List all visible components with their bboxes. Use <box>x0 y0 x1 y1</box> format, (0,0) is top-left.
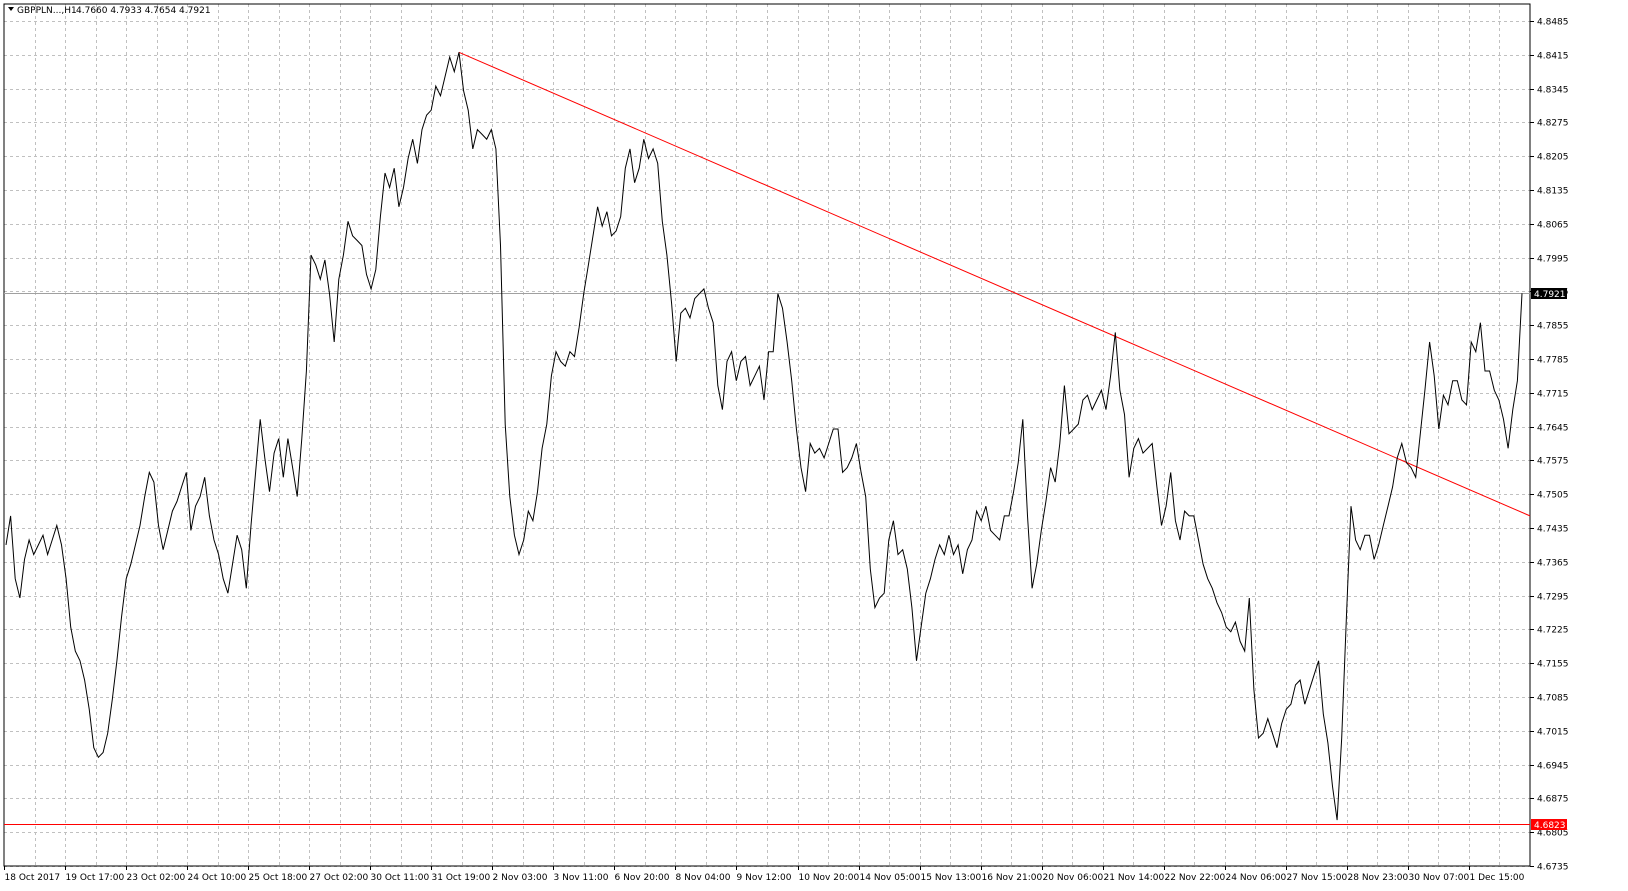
y-tick-label: 4.8345 <box>1537 86 1569 96</box>
current-price-value: 4.7921 <box>1534 290 1566 300</box>
y-tick-label: 4.8415 <box>1537 52 1569 62</box>
x-tick-label: 10 Nov 20:00 <box>799 873 860 883</box>
x-tick-label: 14 Nov 05:00 <box>860 873 921 883</box>
y-tick-label: 4.6945 <box>1537 762 1569 772</box>
x-tick-label: 19 Oct 17:00 <box>66 873 125 883</box>
y-tick-label: 4.6805 <box>1537 829 1569 839</box>
x-tick-label: 27 Nov 15:00 <box>1287 873 1348 883</box>
x-tick-label: 18 Oct 2017 <box>5 873 61 883</box>
y-tick-label: 4.7785 <box>1537 356 1569 366</box>
x-tick-label: 3 Nov 11:00 <box>554 873 609 883</box>
y-tick-label: 4.7225 <box>1537 626 1569 636</box>
y-tick-label: 4.7155 <box>1537 660 1569 670</box>
x-tick-label: 20 Nov 06:00 <box>1043 873 1104 883</box>
support-price-value: 4.6823 <box>1534 821 1566 831</box>
x-tick-label: 24 Nov 06:00 <box>1226 873 1287 883</box>
support-price-label: 4.6823 <box>1531 819 1567 831</box>
x-tick-label: 30 Nov 07:00 <box>1409 873 1470 883</box>
chevron-down-icon[interactable] <box>8 7 14 11</box>
x-tick-label: 9 Nov 12:00 <box>737 873 792 883</box>
y-tick-label: 4.7645 <box>1537 424 1569 434</box>
y-tick-label: 4.8275 <box>1537 119 1569 129</box>
y-tick-label: 4.6735 <box>1537 863 1569 873</box>
x-tick-label: 6 Nov 20:00 <box>615 873 670 883</box>
x-tick-label: 24 Oct 10:00 <box>188 873 247 883</box>
y-tick-label: 4.7715 <box>1537 390 1569 400</box>
x-tick-label: 8 Nov 04:00 <box>676 873 731 883</box>
trendline[interactable] <box>458 51 1531 517</box>
y-tick-label: 4.7575 <box>1537 457 1569 467</box>
y-tick-label: 4.7505 <box>1537 491 1569 501</box>
chart-grid <box>4 4 1530 867</box>
x-tick-label: 28 Nov 23:00 <box>1348 873 1409 883</box>
y-tick-label: 4.7295 <box>1537 593 1569 603</box>
y-tick-label: 4.7365 <box>1537 559 1569 569</box>
x-tick-label: 21 Nov 14:00 <box>1104 873 1165 883</box>
ohlc-values: 4.7660 4.7933 4.7654 4.7921 <box>76 6 211 16</box>
x-tick-label: 2 Nov 03:00 <box>493 873 548 883</box>
y-tick-label: 4.8065 <box>1537 221 1569 231</box>
y-tick-label: 4.8135 <box>1537 187 1569 197</box>
y-tick-label: 4.7015 <box>1537 728 1569 738</box>
x-tick-label: 15 Nov 13:00 <box>921 873 982 883</box>
x-tick-label: 22 Nov 22:00 <box>1165 873 1226 883</box>
y-tick-label: 4.7435 <box>1537 525 1569 535</box>
x-tick-label: 27 Oct 02:00 <box>310 873 369 883</box>
chart-header: GBPPLN...,H1 4.7660 4.7933 4.7654 4.7921 <box>8 6 211 16</box>
y-tick-label: 4.6875 <box>1537 795 1569 805</box>
current-price-label: 4.7921 <box>1531 288 1567 300</box>
price-series-line <box>5 52 1523 821</box>
plot-frame <box>3 3 1531 867</box>
y-tick-label: 4.7855 <box>1537 322 1569 332</box>
x-tick-label: 1 Dec 15:00 <box>1470 873 1525 883</box>
x-axis: 18 Oct 2017 19 Oct 17:00 23 Oct 02:00 24 Oc… <box>4 866 1525 883</box>
x-tick-label: 16 Nov 21:00 <box>982 873 1043 883</box>
x-tick-label: 31 Oct 19:00 <box>432 873 491 883</box>
x-tick-label: 30 Oct 11:00 <box>371 873 430 883</box>
x-tick-label: 23 Oct 02:00 <box>127 873 186 883</box>
y-tick-label: 4.8485 <box>1537 18 1569 28</box>
y-tick-label: 4.8205 <box>1537 153 1569 163</box>
y-axis: 4.8485 4.8415 4.8345 4.8275 4.8205 4.8135 4.80… <box>1530 18 1569 873</box>
x-tick-label: 25 Oct 18:00 <box>249 873 308 883</box>
y-tick-label: 4.7995 <box>1537 255 1569 265</box>
symbol-timeframe: GBPPLN...,H1 <box>17 6 77 16</box>
y-tick-label: 4.7085 <box>1537 694 1569 704</box>
